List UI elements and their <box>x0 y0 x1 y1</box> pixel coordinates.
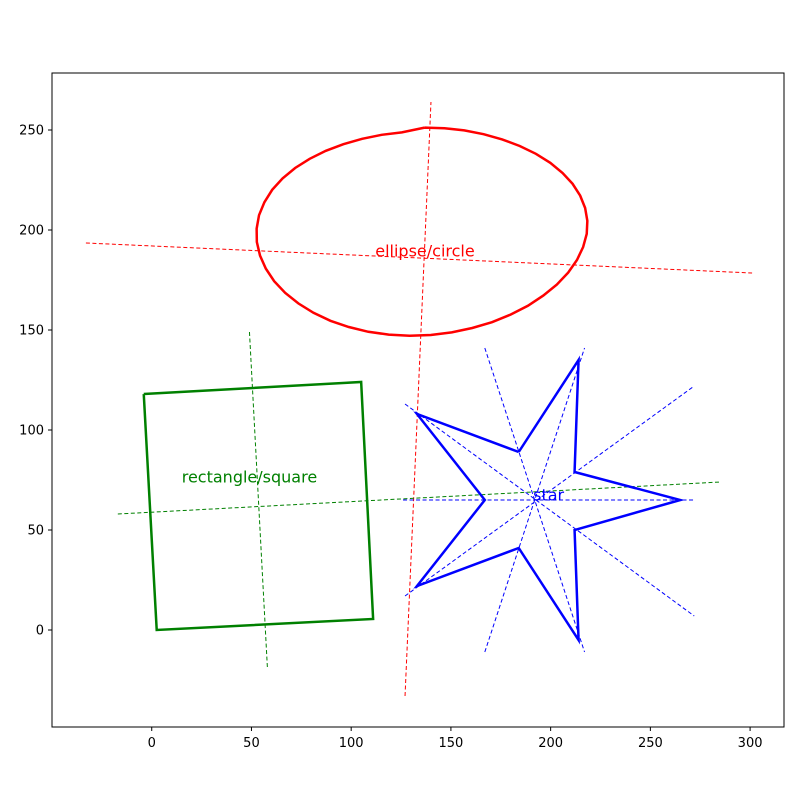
y-tick-label: 50 <box>27 524 44 539</box>
shape-outline <box>255 126 589 338</box>
shape-outline <box>413 355 686 645</box>
symmetry-axis-line <box>404 101 432 697</box>
shape-outline <box>142 380 375 632</box>
x-tick-label: 200 <box>538 736 563 751</box>
axes-frame <box>51 72 785 728</box>
shape-rectangle-square: rectangle/square <box>117 331 721 669</box>
symmetry-axis-line <box>484 347 586 653</box>
shape-star: star <box>403 347 695 653</box>
shape-label: star <box>533 486 564 505</box>
y-tick-label: 200 <box>19 224 44 239</box>
symmetry-axis-line <box>404 385 695 597</box>
y-tick-label: 100 <box>19 424 44 439</box>
x-tick-label: 100 <box>339 736 364 751</box>
x-axis: 0 50 100 150 200 250 300 <box>148 727 763 751</box>
x-tick-label: 250 <box>638 736 663 751</box>
x-tick-label: 150 <box>438 736 463 751</box>
x-tick-label: 0 <box>148 736 156 751</box>
symmetry-axis-line <box>404 403 695 617</box>
shape-label: ellipse/circle <box>375 242 474 261</box>
x-tick-label: 300 <box>738 736 763 751</box>
y-tick-label: 150 <box>19 324 44 339</box>
y-tick-label: 250 <box>19 124 44 139</box>
symmetry-axis-line <box>248 331 268 669</box>
shapes-layer: ellipse/circle rectangle/square star <box>85 101 753 697</box>
shape-ellipse-circle: ellipse/circle <box>85 101 753 697</box>
symmetry-axis-line <box>117 481 721 515</box>
x-tick-label: 50 <box>243 736 260 751</box>
y-tick-label: 0 <box>36 624 44 639</box>
y-axis: 0 50 100 150 200 250 <box>19 124 52 639</box>
symmetry-axis-line <box>85 242 753 274</box>
shape-label: rectangle/square <box>182 468 317 487</box>
